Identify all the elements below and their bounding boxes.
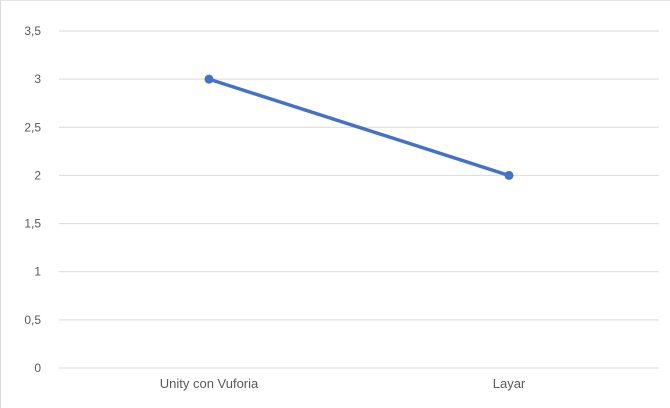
y-axis-tick-labels: 0 0,5 1 1,5 2 2,5 3 3,5 [24, 24, 41, 375]
y-tick-label: 1 [34, 265, 41, 279]
series-line [207, 77, 511, 178]
y-tick-label: 1,5 [24, 217, 41, 231]
x-axis-category-labels: Unity con Vuforia Layar [160, 376, 526, 391]
data-point [204, 74, 214, 84]
series-group [204, 74, 514, 180]
x-category-label: Layar [493, 376, 526, 391]
y-tick-label: 0,5 [24, 313, 41, 327]
y-tick-label: 2,5 [24, 120, 41, 134]
y-tick-label: 3,5 [24, 24, 41, 38]
y-tick-label: 0 [34, 361, 41, 375]
gridlines [59, 30, 659, 369]
y-tick-label: 3 [34, 72, 41, 86]
y-tick-label: 2 [34, 168, 41, 182]
data-point [504, 170, 514, 180]
x-category-label: Unity con Vuforia [160, 376, 259, 391]
